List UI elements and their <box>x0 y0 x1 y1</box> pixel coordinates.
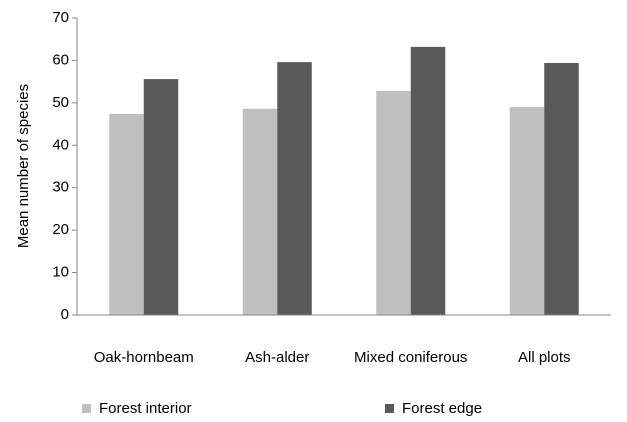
legend-label: Forest edge <box>402 400 482 417</box>
x-tick-label: Oak-hornbeam <box>93 349 194 366</box>
y-axis-label: Mean number of species <box>15 84 32 248</box>
bar <box>544 62 579 315</box>
x-tick-label: All plots <box>517 349 571 366</box>
y-tick-label: 30 <box>52 179 69 196</box>
y-tick-label: 70 <box>52 9 69 26</box>
legend-label: Forest interior <box>99 400 192 417</box>
legend-swatch <box>385 404 394 413</box>
x-tick-label-box: Ash-alder <box>245 349 310 366</box>
y-tick-label: 50 <box>52 94 69 111</box>
bar <box>109 113 144 315</box>
y-tick-label: 40 <box>52 136 69 153</box>
bar <box>376 90 411 315</box>
y-tick-label: 0 <box>61 306 69 323</box>
bar <box>242 108 278 315</box>
x-tick-label-box: All plots <box>517 349 571 366</box>
x-tick-label: Ash-alder <box>245 349 310 366</box>
y-tick-label: 60 <box>52 51 69 68</box>
bar <box>143 79 179 316</box>
x-tick-label-box: Mixed coniferous <box>354 349 468 366</box>
legend-swatch <box>82 404 91 413</box>
bar <box>509 107 545 315</box>
y-tick-label: 10 <box>52 264 69 281</box>
bar <box>410 46 446 315</box>
x-tick-label: Mixed coniferous <box>354 349 468 366</box>
y-tick-label: 20 <box>52 221 69 238</box>
x-tick-label-box: Oak-hornbeam <box>93 349 194 366</box>
bar <box>277 62 312 315</box>
